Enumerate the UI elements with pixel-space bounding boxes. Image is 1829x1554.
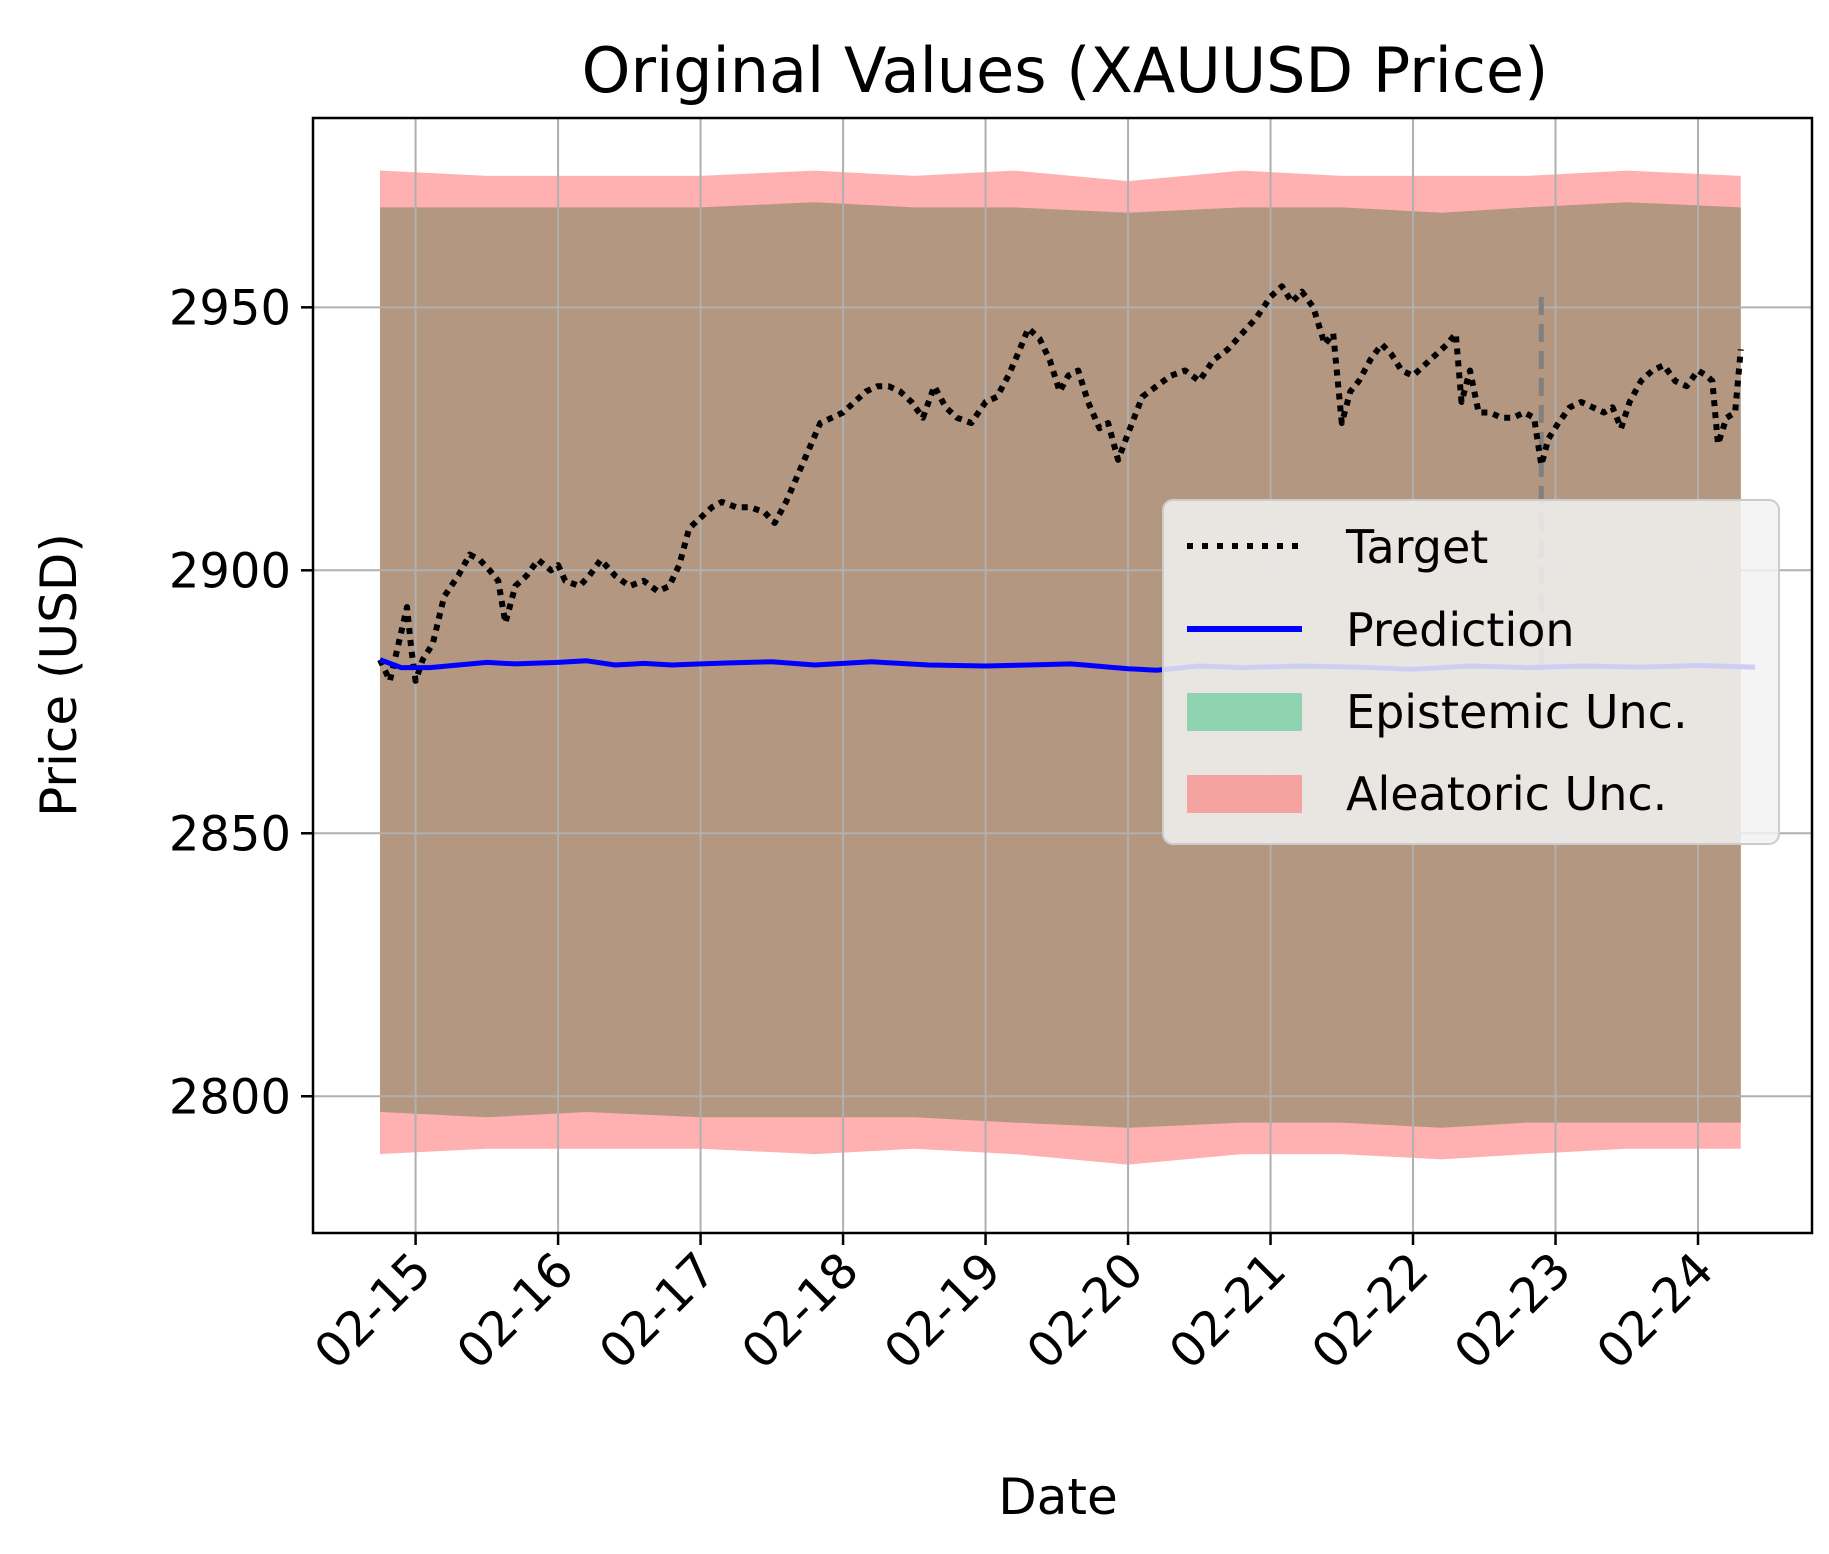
target-series-line <box>377 283 1744 684</box>
legend-aleatoric-swatch <box>1187 775 1302 813</box>
legend-box <box>1162 499 1780 845</box>
legend-epistemic-swatch <box>1187 693 1302 731</box>
legend-prediction-label: Prediction <box>1346 603 1575 657</box>
x-axis-label: Date <box>998 1468 1118 1526</box>
legend-target-label: Target <box>1345 520 1488 574</box>
y-tick-label-2850: 2850 <box>169 806 291 862</box>
chart-title: Original Values (XAUUSD Price) <box>582 34 1549 107</box>
y-tick-label-2950: 2950 <box>169 280 291 336</box>
legend-epistemic-label: Epistemic Unc. <box>1346 685 1688 739</box>
y-tick-label-2800: 2800 <box>169 1069 291 1125</box>
legend-aleatoric-label: Aleatoric Unc. <box>1346 767 1667 821</box>
legend: Target Prediction Epistemic Unc. Aleator… <box>1162 499 1780 845</box>
axes-frame <box>311 116 1814 1235</box>
y-tick-label-2900: 2900 <box>169 543 291 599</box>
y-axis-label: Price (USD) <box>30 533 88 817</box>
